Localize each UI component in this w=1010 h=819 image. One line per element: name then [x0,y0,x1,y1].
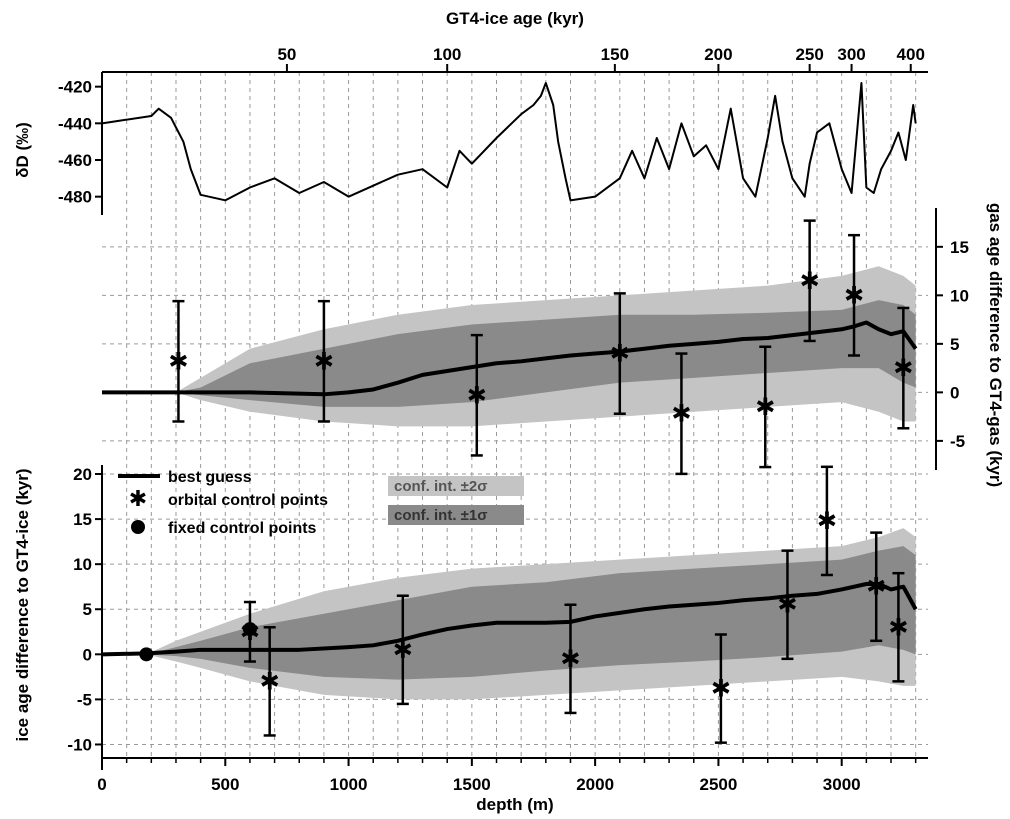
bottom-axis-title: depth (m) [476,795,553,814]
ice-diff-tick-label: -5 [77,690,92,709]
legend-1sigma-label: conf. int. ±1σ [394,507,488,524]
ice-diff-tick-label: 20 [73,465,92,484]
age-tick-label: 50 [277,45,296,64]
depth-tick-label: 1500 [453,775,491,794]
age-tick-label: 150 [601,45,629,64]
ice-best-guess-line [101,582,918,657]
legend-2sigma-swatch [388,476,524,496]
ice-orbital-point: ✱ [393,637,413,664]
gas-orbital-point: ✱ [844,282,864,309]
legend: best guess ✱ orbital control points fixe… [118,469,524,537]
age-tick-label: 250 [795,45,823,64]
age-tick-label: 200 [704,45,732,64]
deltaD-tick-label: -440 [58,114,92,133]
axes [101,71,937,770]
gas-orbital-point: ✱ [893,355,913,382]
confidence-bands [102,266,916,700]
deltaD-record-line [101,82,917,202]
gas-orbital-point: ✱ [467,382,487,409]
legend-orbital-marker: ✱ [129,486,147,511]
deltaD-tick-label: -460 [58,151,92,170]
legend-1sigma-swatch [388,505,524,525]
legend-2sigma-label: conf. int. ±2σ [394,478,488,495]
ice-diff-tick-label: -10 [67,735,92,754]
control-points: ✱✱✱✱✱✱✱✱✱✱✱✱✱✱✱✱✱✱ [139,219,913,744]
gas-diff-tick-label: 15 [950,238,969,257]
curves [101,82,918,657]
ice-orbital-point: ✱ [888,614,908,641]
deltaD-tick-label: -420 [58,78,92,97]
ice-orbital-point: ✱ [817,508,837,535]
depth-tick-label: 1000 [330,775,368,794]
legend-orbital-label: orbital control points [168,492,328,509]
ice-orbital-point: ✱ [777,592,797,619]
left-top-axis-title: δD (‰) [13,122,32,178]
gas-diff-tick-label: -5 [950,432,965,451]
legend-fixed-label: fixed control points [168,520,317,537]
depth-tick-label: 2500 [700,775,738,794]
legend-best-guess-label: best guess [168,469,252,486]
gas-orbital-point: ✱ [671,401,691,428]
ice-orbital-point: ✱ [711,676,731,703]
deltaD-tick-label: -480 [58,188,92,207]
depth-tick-label: 2000 [576,775,614,794]
right-axis-title: gas age difference to GT4-gas (kyr) [986,203,1005,487]
gas-band-1sigma [102,300,916,407]
top-axis-title: GT4-ice age (kyr) [446,9,584,28]
depth-tick-label: 0 [97,775,106,794]
ice-band-1sigma [102,546,916,680]
ice-orbital-point: ✱ [866,574,886,601]
age-tick-label: 300 [837,45,865,64]
ice-diff-tick-label: 15 [73,510,92,529]
ice-fixed-control-point [139,647,154,662]
left-bottom-axis-title: ice age difference to GT4-ice (kyr) [13,468,32,741]
gas-orbital-point: ✱ [755,394,775,421]
age-tick-label: 100 [433,45,461,64]
ice-orbital-point: ✱ [260,668,280,695]
age-tick-label: 400 [897,45,925,64]
ice-diff-tick-label: 10 [73,555,92,574]
gas-best-guess-line [102,320,918,397]
gas-orbital-point: ✱ [800,268,820,295]
ice-fixed-control-point [242,622,257,637]
depth-tick-label: 500 [211,775,239,794]
legend-fixed-marker [131,520,145,534]
gas-orbital-point: ✱ [168,348,188,375]
depth-tick-label: 3000 [823,775,861,794]
gas-diff-tick-label: 5 [950,335,959,354]
ice-orbital-point: ✱ [560,646,580,673]
gas-diff-tick-label: 0 [950,383,959,402]
gas-orbital-point: ✱ [610,341,630,368]
ice-diff-tick-label: 5 [83,600,92,619]
gas-diff-tick-label: 10 [950,286,969,305]
gas-orbital-point: ✱ [314,348,334,375]
ice-diff-tick-label: 0 [83,645,92,664]
